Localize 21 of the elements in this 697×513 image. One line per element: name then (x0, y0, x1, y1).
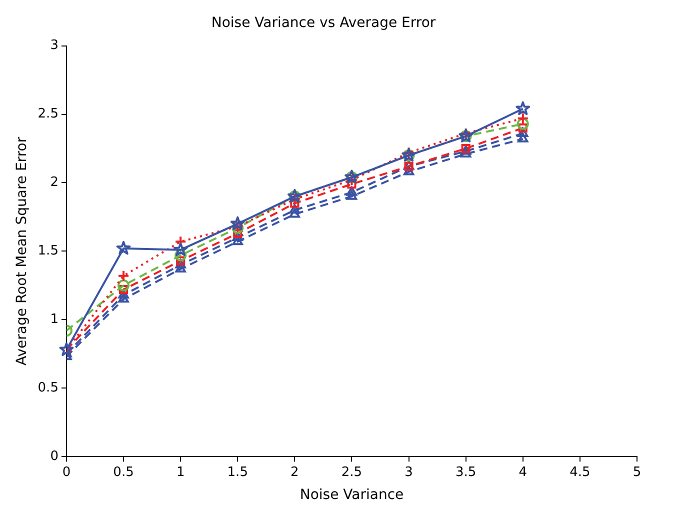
y-tick-label: 1.5 (38, 244, 58, 259)
x-tick-label: 3.5 (456, 464, 476, 480)
x-axis-title: Noise Variance (300, 487, 404, 504)
y-tick-label: 2 (50, 175, 58, 190)
y-tick-label: 1 (50, 312, 58, 328)
x-tick-label: 4 (518, 464, 528, 480)
x-tick-label: 4.5 (570, 464, 590, 480)
y-tick-label: 0.5 (38, 380, 58, 396)
x-tick-label: 3 (404, 464, 413, 480)
x-tick-label: 1.5 (227, 464, 248, 480)
y-tick-label: 3 (50, 38, 58, 54)
x-tick-label: 1 (176, 464, 185, 480)
x-tick-label: 2.5 (341, 464, 362, 480)
x-tick-label: 5 (632, 464, 642, 480)
x-tick-label: 0.5 (113, 464, 134, 480)
y-tick-label: 0 (50, 448, 58, 464)
y-axis-title: Average Root Mean Square Error (14, 136, 30, 366)
x-tick-label: 2 (290, 464, 299, 480)
x-tick-label: 0 (62, 464, 71, 480)
y-tick-label: 2.5 (38, 106, 58, 122)
chart-title: Noise Variance vs Average Error (211, 15, 436, 32)
